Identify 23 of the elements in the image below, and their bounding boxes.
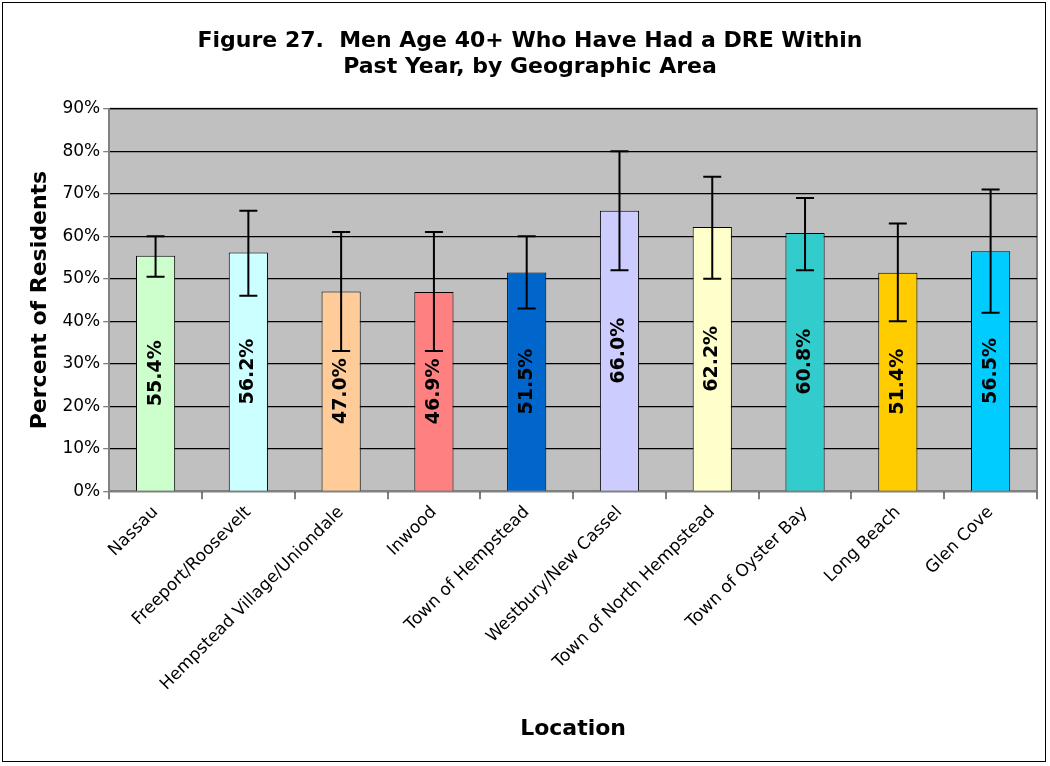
- y-tick-label: 40%: [62, 309, 101, 330]
- y-tick-label: 50%: [62, 267, 101, 288]
- y-tick-label: 80%: [62, 139, 101, 160]
- y-axis-title: Percent of Residents: [25, 170, 51, 430]
- data-label: 47.0%: [328, 358, 351, 425]
- x-axis-title: Location: [520, 714, 627, 740]
- y-tick-label: 0%: [73, 479, 101, 500]
- y-tick-label: 10%: [62, 437, 101, 458]
- data-label: 62.2%: [699, 325, 722, 392]
- data-label: 60.8%: [791, 328, 814, 395]
- y-tick-label: 60%: [62, 224, 101, 245]
- y-tick-label: 20%: [62, 394, 101, 415]
- data-label: 46.9%: [420, 358, 443, 425]
- data-label: 51.5%: [513, 348, 536, 415]
- data-label: 51.4%: [884, 348, 907, 415]
- y-tick-label: 70%: [62, 182, 101, 203]
- data-label: 66.0%: [606, 317, 629, 384]
- data-label: 56.5%: [977, 337, 1000, 404]
- data-label: 55.4%: [142, 340, 165, 407]
- y-tick-label: 90%: [62, 97, 101, 118]
- data-label: 56.2%: [235, 338, 258, 405]
- chart-title: Figure 27. Men Age 40+ Who Have Had a DRE Within Past Year, by Geographic Area: [197, 26, 863, 79]
- y-tick-label: 30%: [62, 352, 101, 373]
